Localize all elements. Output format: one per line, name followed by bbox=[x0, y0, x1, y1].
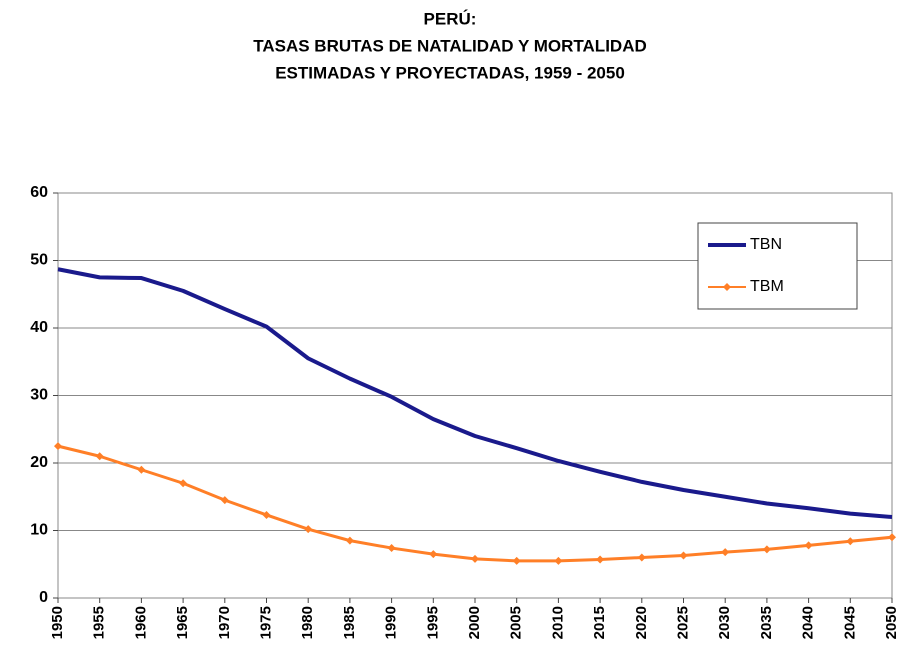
point-marker bbox=[512, 556, 521, 565]
point-marker bbox=[345, 536, 354, 545]
x-tick-label: 2020 bbox=[633, 606, 650, 639]
x-tick-label: 2045 bbox=[841, 606, 858, 639]
x-tick-label: 1980 bbox=[299, 606, 316, 639]
point-marker bbox=[804, 541, 813, 550]
x-tick-label: 2005 bbox=[508, 606, 525, 639]
series-line bbox=[57, 267, 893, 519]
x-tick-label: 1970 bbox=[216, 606, 233, 639]
point-marker bbox=[54, 442, 62, 451]
point-marker bbox=[179, 479, 188, 488]
legend-label: TBM bbox=[750, 278, 784, 295]
y-tick-label: 60 bbox=[30, 184, 48, 201]
x-tick-label: 2030 bbox=[716, 606, 733, 639]
point-marker bbox=[596, 555, 605, 564]
point-marker bbox=[846, 537, 855, 546]
y-tick-label: 50 bbox=[30, 252, 48, 269]
legend-label: TBN bbox=[750, 236, 782, 253]
x-tick-label: 1995 bbox=[424, 606, 441, 639]
x-tick-label: 2050 bbox=[883, 606, 900, 639]
point-marker bbox=[888, 533, 896, 542]
x-tick-label: 1985 bbox=[341, 606, 358, 639]
point-marker bbox=[137, 465, 146, 474]
x-tick-label: 2040 bbox=[800, 606, 817, 639]
point-marker bbox=[262, 510, 271, 519]
chart-title: PERÚ: bbox=[424, 9, 477, 28]
point-marker bbox=[304, 525, 313, 534]
point-marker bbox=[220, 496, 229, 505]
x-tick-label: 1950 bbox=[49, 606, 66, 639]
chart-title: ESTIMADAS Y PROYECTADAS, 1959 - 2050 bbox=[275, 63, 625, 82]
x-tick-label: 1965 bbox=[174, 606, 191, 639]
x-tick-label: 1990 bbox=[383, 606, 400, 639]
legend-marker bbox=[723, 283, 731, 291]
point-marker bbox=[554, 556, 563, 565]
y-tick-label: 20 bbox=[30, 454, 48, 471]
y-tick-label: 0 bbox=[39, 589, 48, 606]
point-marker bbox=[762, 545, 771, 554]
point-marker bbox=[637, 553, 646, 562]
x-tick-label: 1955 bbox=[91, 606, 108, 639]
x-tick-label: 1960 bbox=[132, 606, 149, 639]
chart-title: TASAS BRUTAS DE NATALIDAD Y MORTALIDAD bbox=[253, 36, 647, 55]
x-tick-label: 2010 bbox=[549, 606, 566, 639]
x-tick-label: 1975 bbox=[257, 606, 274, 639]
point-marker bbox=[721, 548, 730, 557]
x-tick-label: 2000 bbox=[466, 606, 483, 639]
point-marker bbox=[679, 551, 688, 560]
x-tick-label: 2025 bbox=[674, 606, 691, 639]
point-marker bbox=[95, 452, 104, 461]
point-marker bbox=[429, 550, 438, 559]
point-marker bbox=[387, 544, 396, 553]
y-tick-label: 10 bbox=[30, 522, 48, 539]
x-tick-label: 2015 bbox=[591, 606, 608, 639]
y-tick-label: 40 bbox=[30, 319, 48, 336]
legend bbox=[697, 222, 858, 310]
y-tick-label: 30 bbox=[30, 387, 48, 404]
point-marker bbox=[471, 554, 479, 563]
x-tick-label: 2035 bbox=[758, 606, 775, 639]
